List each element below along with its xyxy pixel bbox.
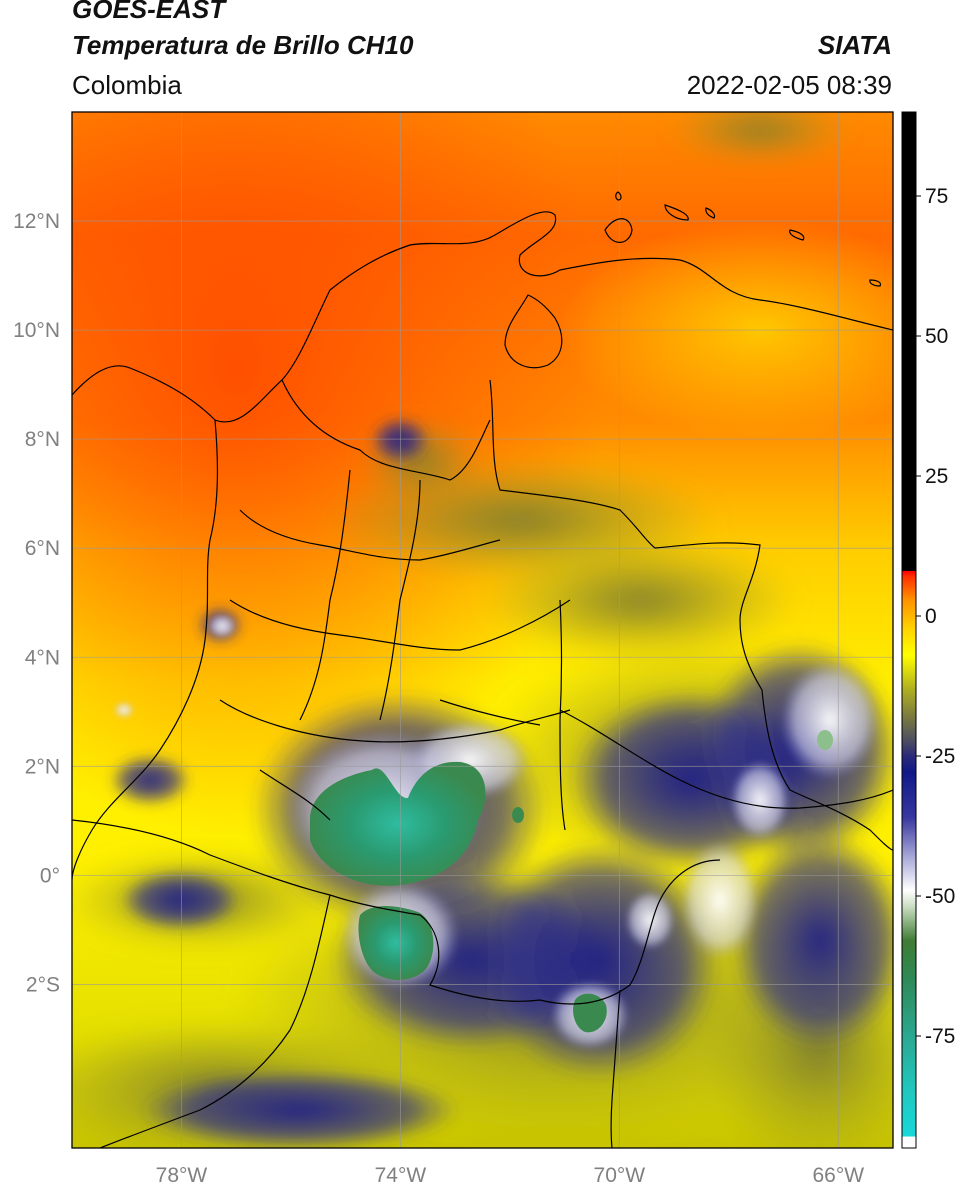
longitude-tick-label: 74°W bbox=[375, 1164, 427, 1187]
colorbar-tick-label: 0 bbox=[925, 605, 937, 628]
longitude-ticks: 78°W 74°W 70°W 66°W bbox=[156, 1164, 865, 1187]
latitude-tick-label: 0° bbox=[40, 864, 60, 887]
latitude-tick-label: 10°N bbox=[13, 319, 60, 342]
latitude-tick-label: 6°N bbox=[25, 537, 60, 560]
latitude-ticks: 12°N 10°N 8°N 6°N 4°N 2°N 0° 2°S bbox=[13, 210, 60, 996]
colorbar-tick-label: -50 bbox=[925, 885, 955, 908]
colorbar-tick-label: 50 bbox=[925, 325, 948, 348]
colorbar: 75 50 25 0 -25 -50 -75 bbox=[901, 111, 955, 1149]
longitude-tick-label: 66°W bbox=[812, 1164, 864, 1187]
colorbar-tick-label: 75 bbox=[925, 185, 948, 208]
longitude-tick-label: 70°W bbox=[594, 1164, 646, 1187]
colorbar-tick-label: 25 bbox=[925, 465, 948, 488]
colorbar-gradient bbox=[902, 112, 916, 1148]
longitude-tick-label: 78°W bbox=[156, 1164, 208, 1187]
colorbar-tick-label: -75 bbox=[925, 1025, 955, 1048]
timestamp-label: 2022-02-05 08:39 bbox=[686, 70, 892, 100]
latitude-tick-label: 2°S bbox=[26, 973, 60, 996]
colorbar-tick-label: -25 bbox=[925, 745, 955, 768]
latitude-tick-label: 2°N bbox=[25, 755, 60, 778]
brightness-temperature-raster bbox=[72, 112, 893, 1148]
latitude-tick-label: 8°N bbox=[25, 428, 60, 451]
graticule bbox=[72, 112, 893, 1148]
organization-label: SIATA bbox=[817, 30, 892, 60]
latitude-tick-label: 4°N bbox=[25, 646, 60, 669]
product-title: Temperatura de Brillo CH10 bbox=[72, 30, 414, 60]
satellite-title: GOES-EAST bbox=[72, 0, 226, 24]
coastlines-and-borders bbox=[72, 191, 893, 1148]
latitude-tick-label: 12°N bbox=[13, 210, 60, 233]
colorbar-frame bbox=[901, 111, 917, 1149]
region-label: Colombia bbox=[72, 70, 182, 100]
map-frame bbox=[71, 111, 894, 1149]
